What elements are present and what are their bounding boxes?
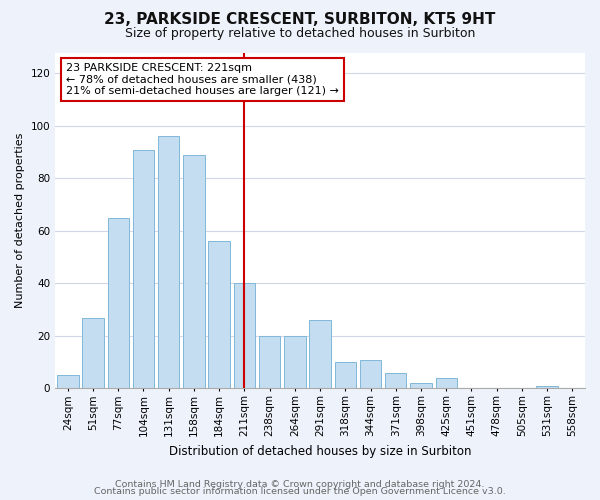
Text: 23, PARKSIDE CRESCENT, SURBITON, KT5 9HT: 23, PARKSIDE CRESCENT, SURBITON, KT5 9HT [104,12,496,28]
Bar [133,150,154,388]
Text: 23 PARKSIDE CRESCENT: 221sqm
← 78% of detached houses are smaller (438)
21% of s: 23 PARKSIDE CRESCENT: 221sqm ← 78% of de… [66,62,338,96]
Bar [284,336,305,388]
Bar [310,320,331,388]
Bar [82,318,104,388]
Bar [57,376,79,388]
Bar [385,372,406,388]
Bar [208,242,230,388]
X-axis label: Distribution of detached houses by size in Surbiton: Distribution of detached houses by size … [169,444,472,458]
Text: Contains public sector information licensed under the Open Government Licence v3: Contains public sector information licen… [94,487,506,496]
Text: Size of property relative to detached houses in Surbiton: Size of property relative to detached ho… [125,28,475,40]
Bar [536,386,558,388]
Bar [410,383,432,388]
Bar [360,360,381,388]
Text: Contains HM Land Registry data © Crown copyright and database right 2024.: Contains HM Land Registry data © Crown c… [115,480,485,489]
Bar [259,336,280,388]
Bar [183,155,205,388]
Bar [436,378,457,388]
Bar [335,362,356,388]
Bar [233,284,255,389]
Bar [107,218,129,388]
Y-axis label: Number of detached properties: Number of detached properties [15,133,25,308]
Bar [158,136,179,388]
